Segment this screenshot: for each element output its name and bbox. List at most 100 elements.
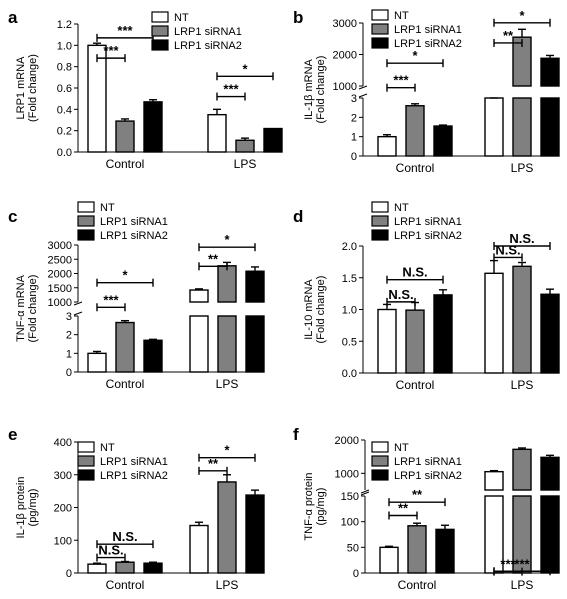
- y-axis-label: IL-1β protein(pg/mg): [15, 477, 39, 539]
- y-tick-label: 3: [351, 93, 357, 105]
- y-tick-label: 1.0: [342, 305, 357, 317]
- bar: [540, 57, 560, 87]
- significance-label: **: [208, 251, 219, 266]
- significance-label: *: [412, 48, 418, 63]
- legend-label: LRP1 siRNA1: [394, 24, 462, 36]
- legend-swatch: [371, 23, 389, 35]
- y-tick-label: 0: [66, 568, 72, 580]
- bar: [435, 528, 455, 574]
- bar: [87, 563, 107, 574]
- panel-label: b: [293, 8, 303, 27]
- y-axis-label-line: (Fold change): [27, 275, 39, 343]
- legend-swatch: [371, 441, 389, 453]
- bar: [433, 125, 453, 157]
- y-tick-label: 100: [341, 517, 359, 529]
- significance-label: **: [208, 456, 219, 471]
- bar: [484, 470, 504, 491]
- y-tick-label: 1: [66, 348, 72, 360]
- x-category-label: LPS: [511, 161, 534, 175]
- bar: [405, 105, 425, 157]
- y-axis-label-line: (Fold change): [315, 56, 327, 124]
- panel-a: a 0.0 0.2 0.4 0.6 0.8 1.0 1.2 LRP1 mRNA(Fold cha…: [8, 8, 283, 171]
- y-axis-label-line: TNF-α protein: [303, 472, 315, 540]
- y-axis-label: TNF-α mRNA(Fold change): [15, 274, 39, 342]
- y-tick-label: 50: [347, 542, 359, 554]
- axis-break-mark: [73, 301, 83, 306]
- bar: [484, 97, 504, 157]
- y-axis-label-line: TNF-α mRNA: [15, 274, 27, 342]
- legend-swatch: [151, 11, 169, 23]
- x-category-label: Control: [396, 378, 435, 392]
- legend-label: LRP1 siRNA1: [100, 216, 168, 228]
- significance-label: *: [242, 61, 248, 76]
- y-tick-label: 2: [66, 330, 72, 342]
- bar: [540, 456, 560, 491]
- legend-swatch: [371, 455, 389, 467]
- panel-label: a: [8, 8, 18, 27]
- bar: [484, 272, 504, 374]
- bar: [512, 97, 532, 157]
- significance-label: ***: [500, 557, 516, 572]
- bar: [512, 265, 532, 374]
- legend: NT LRP1 siRNA1 LRP1 siRNA2: [371, 9, 462, 50]
- significance-label: N.S.: [112, 529, 137, 544]
- legend-label: LRP1 siRNA2: [394, 230, 462, 242]
- bar: [217, 481, 237, 574]
- x-category-label: Control: [398, 578, 437, 592]
- bar: [377, 135, 397, 157]
- axis-break-mark: [358, 85, 368, 90]
- legend-label: LRP1 siRNA1: [174, 26, 242, 38]
- y-axis-label-line: IL-1β protein: [15, 477, 27, 539]
- panel-d: d 0.0 0.5 1.0 1.5 2.0 IL-10 mRNA(Fold change) C…: [293, 201, 560, 392]
- y-tick-label: 0: [351, 151, 357, 163]
- bar: [245, 270, 265, 303]
- legend-label: NT: [100, 202, 115, 214]
- y-tick-label: 3000: [333, 18, 357, 30]
- legend-swatch: [371, 469, 389, 481]
- bar: [143, 101, 163, 153]
- y-tick-label: 0: [66, 367, 72, 379]
- legend-swatch: [151, 25, 169, 37]
- y-tick-label: 2000: [48, 269, 72, 281]
- bar: [189, 315, 209, 373]
- significance-label: ***: [117, 23, 133, 38]
- legend-label: LRP1 siRNA1: [394, 456, 462, 468]
- legend-swatch: [77, 229, 95, 241]
- legend-swatch: [371, 9, 389, 21]
- legend-label: NT: [394, 10, 409, 22]
- y-tick-label: 2.0: [342, 241, 357, 253]
- y-tick-label: 300: [54, 470, 72, 482]
- y-axis-label-line: (pg/mg): [315, 488, 327, 526]
- y-tick-label: 2000: [333, 50, 357, 62]
- significance-label: N.S.: [98, 543, 123, 558]
- bar: [143, 562, 163, 574]
- y-axis-label-line: (Fold change): [315, 276, 327, 344]
- axis-break-mark: [360, 491, 370, 496]
- y-tick-label: 3: [66, 311, 72, 323]
- legend-swatch: [77, 201, 95, 213]
- significance-label: ***: [393, 73, 409, 88]
- bar: [540, 495, 560, 574]
- bar: [217, 315, 237, 373]
- legend-swatch: [77, 215, 95, 227]
- panel-label: f: [293, 425, 299, 444]
- x-category-label: LPS: [234, 157, 257, 171]
- legend-label: NT: [394, 442, 409, 454]
- y-tick-label: 0.6: [57, 83, 72, 95]
- y-tick-label: 1: [351, 132, 357, 144]
- significance-label: **: [503, 28, 514, 43]
- y-tick-label: 0: [353, 568, 359, 580]
- y-tick-label: 1.5: [342, 273, 357, 285]
- legend-label: LRP1 siRNA1: [394, 216, 462, 228]
- legend-swatch: [77, 441, 95, 453]
- y-tick-label: 0.8: [57, 62, 72, 74]
- bar: [189, 289, 209, 303]
- bar: [433, 294, 453, 374]
- significance-label: **: [412, 487, 423, 502]
- bar: [115, 561, 135, 574]
- legend: NT LRP1 siRNA1 LRP1 siRNA2: [77, 441, 168, 482]
- y-tick-label: 2: [351, 112, 357, 124]
- legend-label: NT: [100, 442, 115, 454]
- legend-swatch: [371, 37, 389, 49]
